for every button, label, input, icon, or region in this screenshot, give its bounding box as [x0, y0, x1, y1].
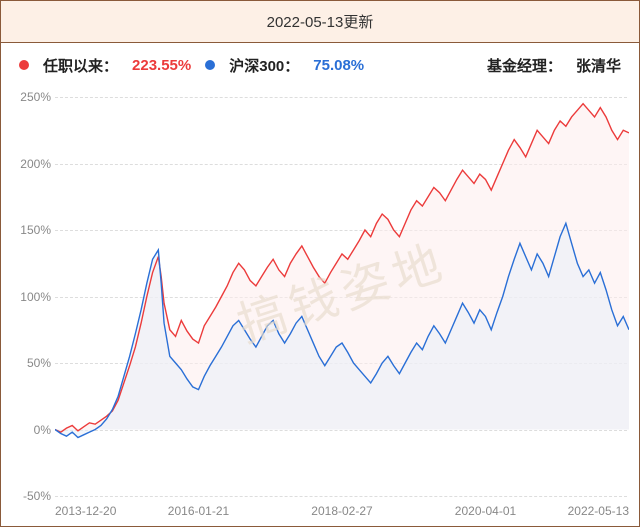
update-date-title: 2022-05-13更新	[267, 11, 374, 32]
x-tick-label: 2020-04-01	[455, 504, 516, 518]
y-tick-label: 50%	[1, 356, 51, 370]
legend-dot-series1	[19, 60, 29, 70]
legend-bar: 任职以来： 223.55% 沪深300： 75.08% 基金经理： 张清华	[1, 43, 639, 87]
manager-label: 基金经理：	[487, 55, 562, 76]
y-tick-label: 0%	[1, 423, 51, 437]
legend-value-series2: 75.08%	[313, 57, 364, 74]
x-tick-label: 2022-05-13	[568, 504, 629, 518]
line-chart-svg	[55, 97, 629, 496]
y-tick-label: 250%	[1, 90, 51, 104]
y-tick-label: 100%	[1, 290, 51, 304]
plot-region: 搞钱姿地	[55, 97, 627, 494]
legend-dot-series2	[205, 60, 215, 70]
legend-label-series1: 任职以来：	[43, 55, 118, 76]
title-bar: 2022-05-13更新	[1, 1, 639, 43]
x-tick-label: 2013-12-20	[55, 504, 116, 518]
x-tick-label: 2018-02-27	[311, 504, 372, 518]
y-tick-label: -50%	[1, 489, 51, 503]
y-tick-label: 150%	[1, 223, 51, 237]
legend-label-series2: 沪深300：	[229, 55, 299, 76]
gridline	[55, 496, 627, 497]
chart-card: 2022-05-13更新 任职以来： 223.55% 沪深300： 75.08%…	[0, 0, 640, 527]
manager-name: 张清华	[576, 55, 621, 76]
x-tick-label: 2016-01-21	[168, 504, 229, 518]
legend-value-series1: 223.55%	[132, 57, 191, 74]
y-tick-label: 200%	[1, 157, 51, 171]
chart-area: -50% 0% 50% 100% 150% 200% 250% 搞钱姿地 2013-12-2…	[1, 87, 639, 526]
